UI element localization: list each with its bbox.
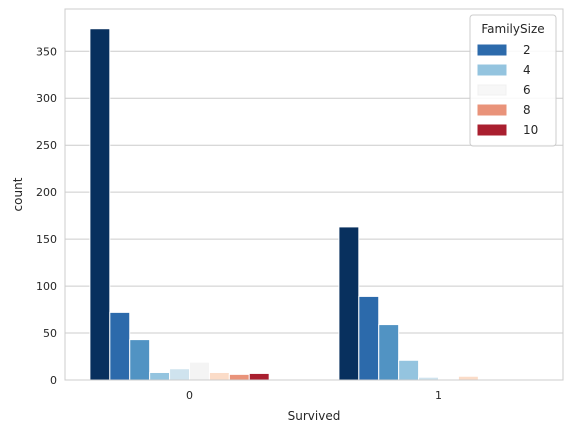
y-axis-label: count <box>11 177 25 211</box>
y-tick-label: 300 <box>36 92 57 105</box>
bar-0-7 <box>228 373 250 381</box>
legend: FamilySize 2 4 6 8 10 <box>469 14 557 147</box>
bar-0-3 <box>149 371 171 381</box>
y-tick-label: 250 <box>36 139 57 152</box>
bar-1-1 <box>358 295 380 381</box>
y-tick-label: 100 <box>36 280 57 293</box>
legend-label-2: 2 <box>523 43 531 57</box>
legend-swatch-8 <box>477 104 507 116</box>
bar-1-6 <box>457 375 479 381</box>
plot-frame <box>64 8 564 381</box>
legend-swatch-6 <box>477 84 507 96</box>
legend-label-4: 4 <box>523 63 531 77</box>
legend-entries: 2 4 6 8 10 <box>477 43 538 137</box>
bar-0-2 <box>129 339 151 381</box>
legend-swatch-4 <box>477 64 507 76</box>
bar-0-1 <box>109 311 131 381</box>
x-tick-label: 1 <box>435 389 442 402</box>
legend-label-8: 8 <box>523 103 531 117</box>
x-axis-label: Survived <box>288 409 341 423</box>
y-tick-label: 50 <box>43 327 57 340</box>
legend-label-6: 6 <box>523 83 531 97</box>
legend-title: FamilySize <box>481 22 544 36</box>
legend-swatch-2 <box>477 44 507 56</box>
legend-label-10: 10 <box>523 123 538 137</box>
bar-1-0 <box>338 226 360 381</box>
bar-0-6 <box>208 371 230 381</box>
y-tick-label: 0 <box>50 374 57 387</box>
legend-swatch-10 <box>477 124 507 136</box>
bar-1-2 <box>378 324 400 381</box>
bar-0-4 <box>169 368 191 381</box>
y-tick-label: 350 <box>36 45 57 58</box>
bar-0-0 <box>89 28 111 381</box>
y-tick-label: 150 <box>36 233 57 246</box>
x-tick-label: 0 <box>186 389 193 402</box>
y-tick-labels: 0 50 100 150 200 250 300 350 <box>36 45 57 387</box>
y-tick-label: 200 <box>36 186 57 199</box>
bar-0-5 <box>189 361 210 381</box>
bar-1-3 <box>398 359 420 381</box>
bar-0-8 <box>248 372 270 381</box>
